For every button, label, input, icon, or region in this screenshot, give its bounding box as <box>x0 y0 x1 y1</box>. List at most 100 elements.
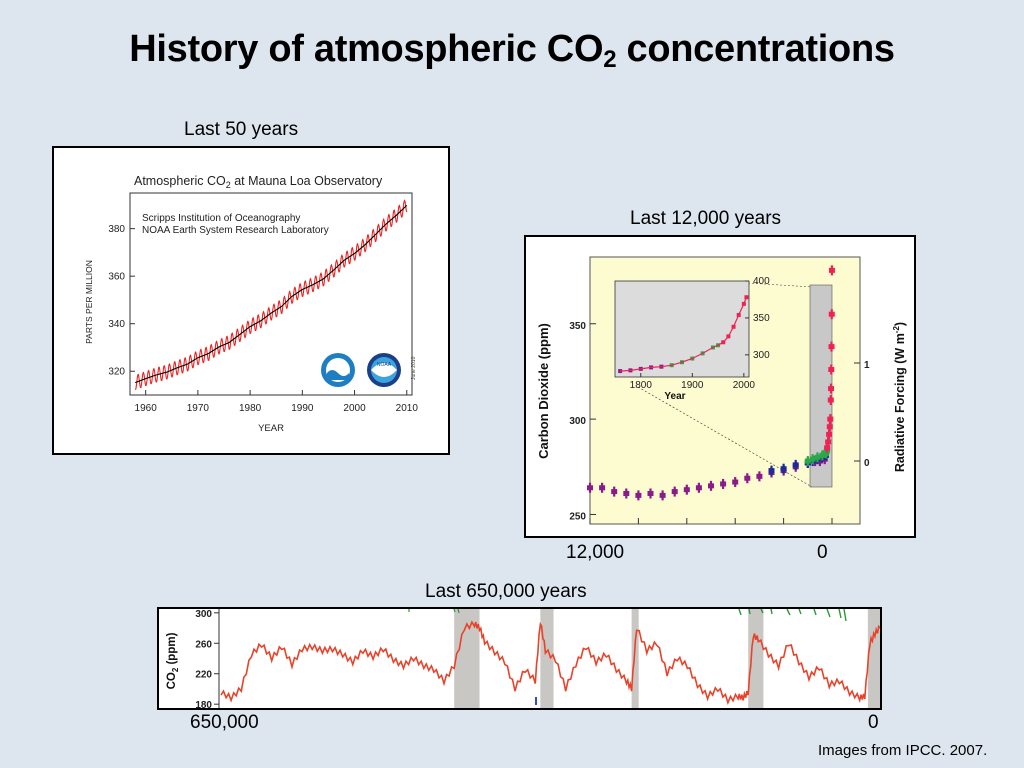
holocene-point <box>756 473 763 479</box>
mauna-loa-x-tick-label: 1990 <box>291 403 314 414</box>
holocene-y-tick-label: 250 <box>569 511 586 522</box>
holocene-chart: Carbon Dioxide (ppm) Radiative Forcing (… <box>536 256 907 525</box>
ice-core-interglacial-band <box>540 609 554 708</box>
holocene-point <box>744 475 751 481</box>
holocene-ylabel-right: Radiative Forcing (W m-2) <box>892 322 907 472</box>
holocene-zoom-leader-top <box>747 282 813 288</box>
mauna-loa-trend-line <box>135 204 408 384</box>
ice-core-line <box>220 620 881 706</box>
mauna-loa-ylabel: PARTS PER MILLION <box>84 260 94 344</box>
mauna-loa-chart: Atmospheric CO2 at Mauna Loa Observatory… <box>84 174 418 434</box>
holocene-point <box>768 468 775 474</box>
holocene-point <box>809 456 816 462</box>
mauna-loa-x-tick-label: 2000 <box>343 403 366 414</box>
ice-core-panel: CO2 (ppm) 180 220 260 300 <box>157 607 882 711</box>
holocene-right-tick-label: 0 <box>864 458 870 469</box>
holocene-point <box>695 485 702 491</box>
inset-x-tick-label: 2000 <box>733 380 756 391</box>
inset-point <box>618 369 623 374</box>
holocene-point <box>825 439 832 445</box>
inset-x-tick-label: 1900 <box>681 380 704 391</box>
holocene-point <box>732 479 739 485</box>
holocene-point <box>683 487 690 493</box>
ice-core-ylabel: CO2 (ppm) <box>166 632 180 689</box>
mauna-loa-y-tick-label: 340 <box>108 319 125 330</box>
holocene-axis-ticks: 250 300 350 0 1 <box>569 321 870 524</box>
holocene-y-tick-label: 300 <box>569 416 586 427</box>
mauna-loa-x-tick-label: 1980 <box>239 403 262 414</box>
mauna-loa-date-note: June 2010 <box>411 356 417 380</box>
caption-last-650000-years: Last 650,000 years <box>425 581 587 602</box>
mauna-loa-plot-frame <box>129 192 413 396</box>
inset-line <box>620 296 747 372</box>
holocene-point <box>659 492 666 498</box>
noaa-logo-text: NOAA <box>377 362 392 368</box>
mauna-loa-x-tick-label: 2010 <box>396 403 419 414</box>
noaa-logo: NOAA <box>367 353 401 387</box>
ice-core-interglacial-band <box>631 609 639 708</box>
caption-last-50-years: Last 50 years <box>184 119 299 140</box>
icecore-below-right-label: 0 <box>868 712 879 733</box>
mauna-loa-x-tick-label: 1960 <box>135 403 158 414</box>
ice-core-y-tick-label: 260 <box>195 639 212 650</box>
holocene-series <box>587 265 835 501</box>
holocene-point <box>720 481 727 487</box>
ice-core-axis-ticks: 180 220 260 300 <box>195 609 219 711</box>
caption-last-12000-years: Last 12,000 years <box>630 208 782 229</box>
slide-title-main: History of atmospheric CO <box>129 28 604 70</box>
holocene-inset-xlabel: Year <box>664 391 685 402</box>
holocene-point <box>828 344 835 350</box>
mauna-loa-source-1: Scripps Institution of Oceanography <box>142 213 300 224</box>
ice-core-chart: CO2 (ppm) 180 220 260 300 <box>166 608 881 711</box>
image-credit: Images from IPCC. 2007. <box>818 742 988 759</box>
holocene-below-left-label: 12,000 <box>566 542 625 563</box>
ice-core-y-tick-label: 180 <box>195 700 212 708</box>
holocene-point <box>708 483 714 489</box>
slide-title: History of atmospheric CO2 concentration… <box>0 28 1024 74</box>
holocene-inset: 1800 1900 2000 300 350 400 <box>618 276 770 391</box>
scripps-logo <box>321 353 355 387</box>
holocene-point <box>647 490 654 496</box>
mauna-loa-title: Atmospheric CO2 at Mauna Loa Observatory <box>134 174 383 190</box>
mauna-loa-y-tick-label: 360 <box>108 272 125 283</box>
slide-title-tail: concentrations <box>616 28 896 70</box>
holocene-point <box>814 454 821 460</box>
inset-y-tick-label: 350 <box>753 313 770 324</box>
inset-y-tick-label: 300 <box>753 350 770 361</box>
holocene-point <box>827 397 834 403</box>
mauna-loa-axis-ticks: 1960 1970 1980 1990 2000 2010 320 340 360 380 <box>108 224 418 414</box>
mauna-loa-y-tick-label: 380 <box>108 224 125 235</box>
ice-core-interglacial-bands <box>454 609 880 708</box>
holocene-ylabel: Carbon Dioxide (ppm) <box>536 323 551 459</box>
ice-core-interglacial-band <box>748 609 764 708</box>
holocene-y-tick-label: 350 <box>569 321 586 332</box>
inset-x-tick-label: 1800 <box>630 380 653 391</box>
holocene-point <box>828 367 835 373</box>
mauna-loa-source-2: NOAA Earth System Research Laboratory <box>142 225 329 236</box>
holocene-point <box>792 462 799 468</box>
ice-core-interglacial-band <box>867 609 880 708</box>
holocene-point <box>819 452 826 458</box>
holocene-point <box>671 489 678 495</box>
icecore-below-left-label: 650,000 <box>190 712 259 733</box>
holocene-point <box>827 416 834 422</box>
holocene-panel: Carbon Dioxide (ppm) Radiative Forcing (… <box>524 235 916 538</box>
mauna-loa-series <box>135 199 408 390</box>
ice-core-series <box>220 620 881 706</box>
holocene-point <box>623 490 630 496</box>
holocene-point <box>599 485 606 491</box>
holocene-point <box>804 458 811 464</box>
holocene-point <box>635 492 642 498</box>
holocene-point <box>826 431 833 437</box>
holocene-right-tick-label: 1 <box>864 360 870 371</box>
holocene-zoom-leader-bottom <box>637 386 813 488</box>
holocene-point <box>828 386 835 392</box>
mauna-loa-xlabel: YEAR <box>258 423 284 434</box>
holocene-point <box>826 424 833 430</box>
holocene-point <box>828 267 835 273</box>
mauna-loa-x-tick-label: 1970 <box>187 403 210 414</box>
mauna-loa-y-tick-label: 320 <box>108 367 125 378</box>
ice-core-other-records <box>408 608 847 705</box>
slide-title-subscript: 2 <box>603 46 617 73</box>
holocene-point <box>824 445 831 451</box>
